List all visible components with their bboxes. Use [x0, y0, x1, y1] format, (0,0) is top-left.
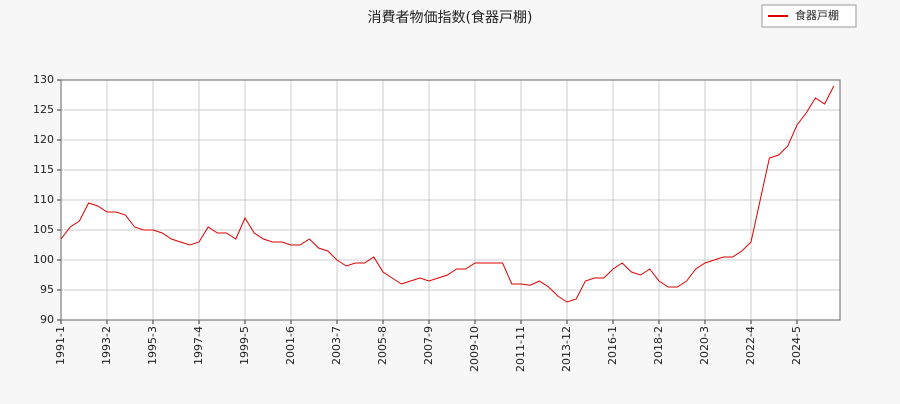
y-tick-label: 115 — [33, 163, 54, 176]
legend: 食器戸棚 — [761, 4, 857, 28]
x-tick-label: 1997-4 — [192, 326, 205, 365]
y-tick-label: 90 — [40, 313, 54, 326]
x-tick-label: 2003-7 — [330, 326, 343, 365]
x-tick-label: 2022-4 — [744, 326, 757, 365]
data-line — [60, 85, 835, 303]
x-tick-label: 2016-1 — [606, 326, 619, 365]
x-tick-label: 2011-11 — [514, 326, 527, 372]
y-tick-label: 100 — [33, 253, 54, 266]
y-tick-label: 130 — [33, 73, 54, 86]
legend-box — [761, 4, 857, 28]
x-tick-label: 1993-2 — [100, 326, 113, 365]
legend-label: 食器戸棚 — [795, 8, 839, 22]
x-tick-label: 2024-5 — [790, 326, 803, 365]
plot-border — [60, 79, 841, 321]
x-tick-label: 2018-2 — [652, 326, 665, 365]
x-tick-label: 2005-8 — [376, 326, 389, 365]
x-tick-label: 2009-10 — [468, 326, 481, 372]
y-tick-label: 95 — [40, 283, 54, 296]
x-tick-label: 2013-12 — [560, 326, 573, 372]
x-tick-label: 2020-3 — [698, 326, 711, 365]
y-tick-label: 120 — [33, 133, 54, 146]
x-tick-label: 1999-5 — [238, 326, 251, 365]
y-tick-label: 105 — [33, 223, 54, 236]
x-tick-label: 2007-9 — [422, 326, 435, 365]
y-tick-label: 125 — [33, 103, 54, 116]
y-tick-label: 110 — [33, 193, 54, 206]
x-tick-label: 1995-3 — [146, 326, 159, 365]
x-tick-label: 2001-6 — [284, 326, 297, 365]
x-tick-label: 1991-1 — [54, 326, 67, 365]
chart-title: 消費者物価指数(食器戸棚) — [368, 9, 533, 26]
